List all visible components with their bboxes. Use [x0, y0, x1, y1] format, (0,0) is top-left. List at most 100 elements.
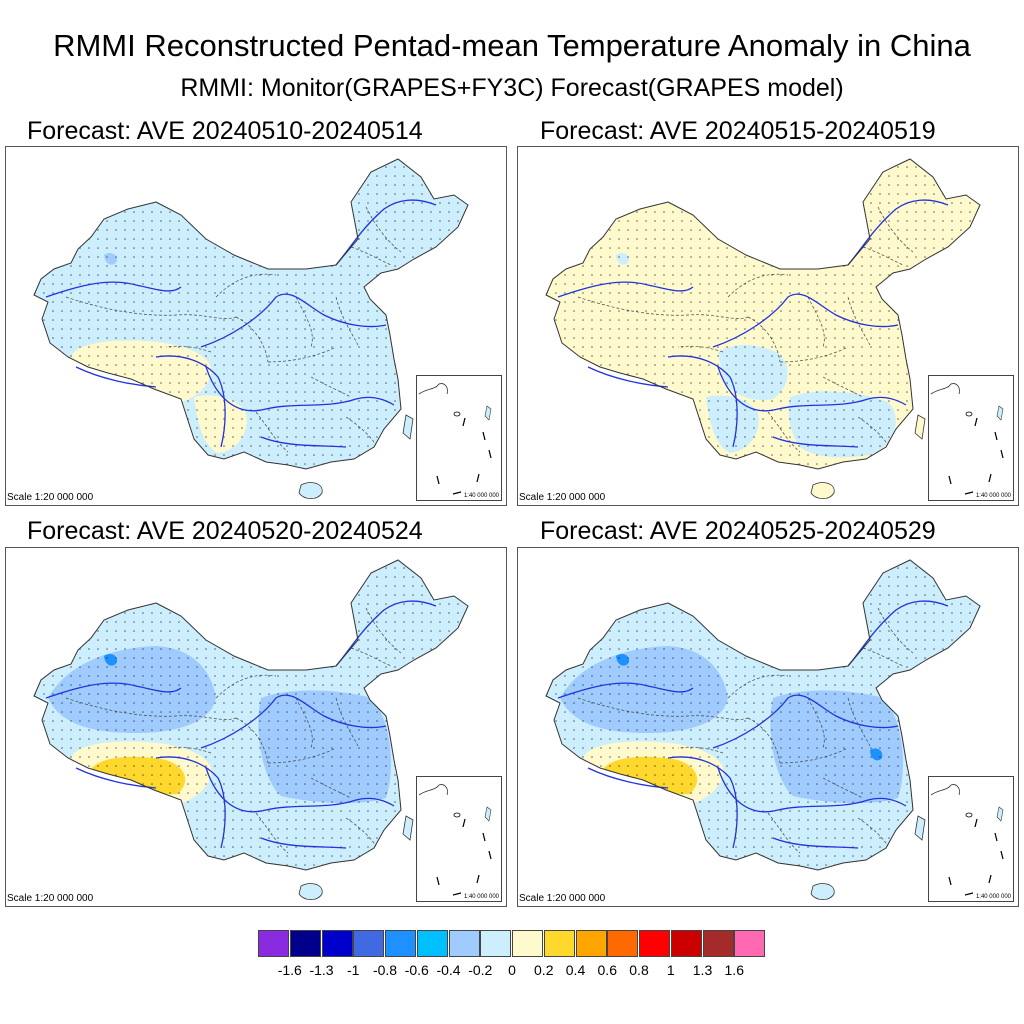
province-border [215, 273, 277, 298]
province-border [767, 812, 801, 854]
province-border [779, 346, 849, 363]
china-map-4 [545, 559, 981, 901]
river-line [667, 756, 738, 849]
legend-tick-label: -1.3 [309, 962, 334, 978]
inset-boundary-dash [482, 832, 486, 842]
taiwan-island [402, 815, 414, 841]
province-border [65, 697, 237, 720]
map-panel-3: Scale 1:20 000 000 1:40 000 000 [5, 547, 507, 907]
province-border [255, 812, 289, 854]
legend-tick-label: 0.6 [597, 962, 617, 978]
province-border [767, 411, 801, 453]
scale-label: Scale 1:20 000 000 [7, 893, 94, 904]
province-border [310, 777, 352, 799]
legend-tick-label: -1.6 [277, 962, 302, 978]
inset-boundary-dash [488, 449, 492, 459]
river-line [847, 600, 949, 667]
inset-boundary-dash [948, 876, 952, 886]
scale-label: Scale 1:20 000 000 [519, 893, 606, 904]
china-map-2 [545, 158, 981, 500]
inset-island [965, 411, 973, 417]
river-line [712, 694, 899, 749]
legend-tick-label: 1.3 [692, 962, 713, 978]
legend-color-box [480, 930, 512, 957]
inset-coastline [930, 784, 960, 796]
inset-boundary-dash [462, 818, 466, 828]
province-border [365, 607, 402, 654]
province-border [235, 717, 269, 764]
inset-boundary-dash [994, 431, 998, 441]
taiwan-island [914, 815, 926, 841]
south-china-sea-inset: 1:40 000 000 [416, 776, 502, 902]
inset-island [453, 411, 461, 417]
legend-color-box [702, 930, 734, 957]
province-border [255, 411, 289, 453]
inset-boundary-dash [974, 417, 978, 427]
inset-boundary-dash [1000, 850, 1004, 860]
legend-tick-label: -0.2 [468, 962, 493, 978]
panel-1-title: Forecast: AVE 20240510-20240514 [27, 117, 423, 145]
taiwan-island [402, 414, 414, 440]
inset-taiwan [996, 405, 1004, 421]
inset-scale-label: 1:40 000 000 [463, 493, 499, 499]
river-line [205, 767, 395, 813]
legend-tick-label: -0.6 [404, 962, 429, 978]
subtitle: RMMI: Monitor(GRAPES+FY3C) Forecast(GRAP… [180, 74, 844, 102]
panel-4-title: Forecast: AVE 20240525-20240529 [540, 517, 936, 545]
map-panel-2: Scale 1:20 000 000 1:40 000 000 [517, 146, 1019, 506]
legend-color-box [289, 930, 321, 957]
hainan-island [298, 482, 323, 500]
river-line [772, 436, 859, 448]
river-line [45, 281, 182, 298]
inset-boundary-dash [994, 832, 998, 842]
province-border [295, 296, 313, 348]
province-border [165, 746, 212, 754]
inset-coastline [930, 383, 960, 395]
panel-2-title: Forecast: AVE 20240515-20240519 [540, 117, 936, 145]
color-legend [258, 930, 766, 958]
province-border [727, 273, 789, 298]
legend-color-box [353, 930, 385, 957]
river-line [155, 355, 226, 448]
legend-tick-label: 0 [508, 962, 516, 978]
river-line [772, 837, 859, 849]
river-line [667, 355, 738, 448]
inset-coastline [418, 784, 448, 796]
legend-color-box [543, 930, 575, 957]
inset-coastline [418, 383, 448, 395]
inset-boundary-dash [964, 892, 974, 896]
legend-color-box [734, 930, 766, 957]
river-line [200, 293, 387, 348]
province-border [747, 717, 781, 764]
inset-boundary-dash [1000, 449, 1004, 459]
legend-color-box [639, 930, 670, 957]
inset-boundary-dash [974, 818, 978, 828]
china-map-3 [33, 559, 469, 901]
inset-boundary-dash [488, 850, 492, 860]
river-line [712, 293, 899, 348]
panel-3-title: Forecast: AVE 20240520-20240524 [27, 517, 423, 545]
province-border [747, 316, 781, 363]
province-border [165, 345, 212, 353]
river-line [847, 199, 949, 266]
legend-color-box [385, 930, 416, 957]
river-line [335, 199, 437, 266]
legend-color-box [321, 930, 353, 957]
province-border [677, 746, 724, 754]
province-border [862, 647, 904, 667]
south-china-sea-inset: 1:40 000 000 [928, 375, 1014, 501]
river-line [205, 366, 395, 412]
river-line [335, 600, 437, 667]
legend-tick-label: -0.4 [436, 962, 461, 978]
province-border [577, 697, 749, 720]
inset-boundary-dash [988, 874, 992, 884]
inset-taiwan [484, 405, 492, 421]
legend-tick-label: 1.6 [724, 962, 744, 978]
legend-tick-label: 0.8 [629, 962, 649, 978]
river-line [557, 281, 694, 298]
province-border [365, 206, 402, 253]
inset-boundary-dash [452, 892, 462, 896]
province-border [577, 296, 749, 319]
province-border [215, 674, 277, 699]
inset-boundary-dash [436, 475, 440, 485]
